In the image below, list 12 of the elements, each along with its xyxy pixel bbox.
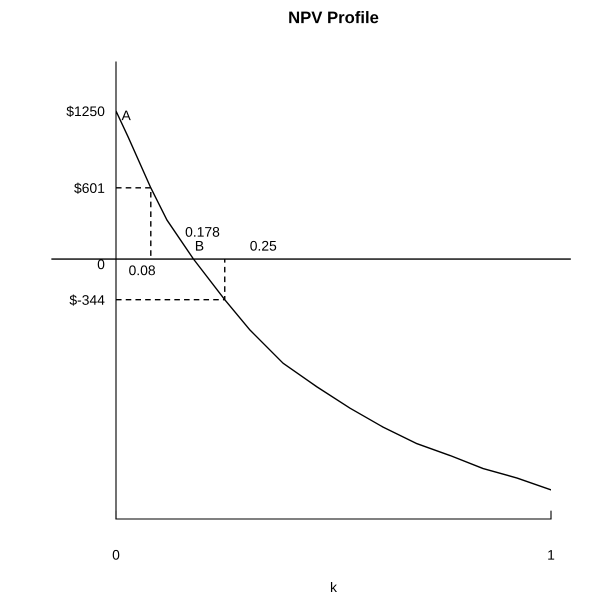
y-tick-label: 0 [98, 259, 104, 270]
x-tick-label: 1 [548, 550, 554, 560]
annotation: A [122, 110, 131, 120]
x-axis-title: k [330, 582, 337, 592]
annotation: 0.178 [186, 226, 220, 237]
annotation: B [196, 241, 204, 251]
annotation: 0.25 [250, 240, 276, 251]
y-tick-label: $-344 [70, 294, 104, 306]
chart-title: NPV Profile [289, 11, 378, 24]
y-tick-label: $601 [74, 182, 104, 194]
annotation: 0.08 [129, 265, 156, 276]
y-tick-label: $1250 [66, 106, 104, 118]
